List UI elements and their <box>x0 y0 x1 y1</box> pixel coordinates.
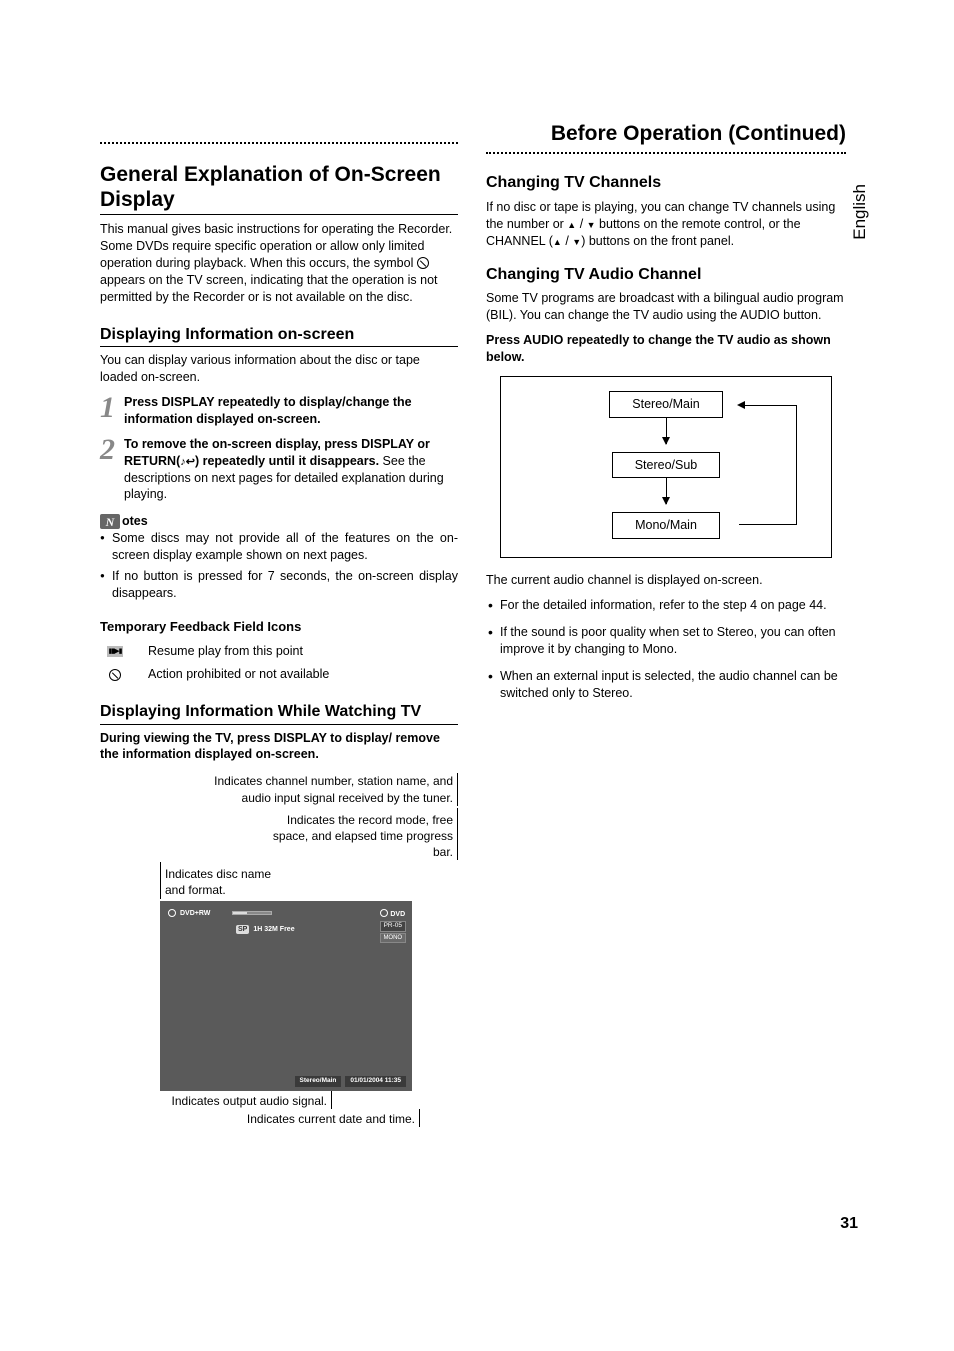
display-tv-title: Displaying Information While Watching TV <box>100 701 458 725</box>
dotted-rule-right <box>486 152 846 154</box>
osd-stereo-badge: Stereo/Main <box>295 1076 342 1087</box>
step-2-number: 2 <box>100 436 118 463</box>
callout-audio: Indicates output audio signal. <box>136 1091 332 1109</box>
notes-label: otes <box>122 513 148 530</box>
flow-arrow-1 <box>666 418 667 444</box>
step2b: ) repeatedly until it disappears. <box>195 454 379 468</box>
step-1-number: 1 <box>100 394 118 421</box>
audio-note-1: For the detailed information, refer to t… <box>486 597 846 614</box>
notes-list: Some discs may not provide all of the fe… <box>100 530 458 602</box>
osd-date-badge: 01/01/2004 11:35 <box>345 1076 406 1087</box>
osd-free: 1H 32M Free <box>253 925 294 934</box>
down-icon <box>587 217 596 231</box>
page-content: General Explanation of On-Screen Display… <box>0 0 954 1187</box>
step-1: 1 Press DISPLAY repeatedly to display/ch… <box>100 394 458 428</box>
return-icon: ♪↩ <box>180 456 195 468</box>
temp-icons-title: Temporary Feedback Field Icons <box>100 618 458 636</box>
intro-paragraph: This manual gives basic instructions for… <box>100 221 458 305</box>
step-2: 2 To remove the on-screen display, press… <box>100 436 458 504</box>
down-icon-2 <box>572 234 581 248</box>
callout-record: Indicates the record mode, free space, a… <box>258 808 458 861</box>
osd-pr: PR-05 <box>380 921 406 932</box>
audio-note-3: When an external input is selected, the … <box>486 668 846 702</box>
audio-note-2: If the sound is poor quality when set to… <box>486 624 846 658</box>
osd-sp: SP <box>236 925 249 934</box>
resume-icon: ▮▮▶▮ <box>107 646 124 657</box>
page-number: 31 <box>840 1215 858 1233</box>
disc-icon-2 <box>380 909 388 917</box>
callout-disc: Indicates disc name and format. <box>160 862 295 898</box>
changing-channels-body: If no disc or tape is playing, you can c… <box>486 199 846 250</box>
resume-text: Resume play from this point <box>148 643 303 660</box>
osd-dvd: DVD <box>390 911 405 918</box>
prohibit-text: Action prohibited or not available <box>148 666 329 683</box>
up-icon <box>567 217 576 231</box>
prohibit-icon <box>417 257 429 269</box>
note-2: If no button is pressed for 7 seconds, t… <box>100 568 458 602</box>
flow-box-3: Mono/Main <box>612 512 720 539</box>
step-2-text: To remove the on-screen display, press D… <box>124 436 458 504</box>
right-column: Before Operation (Continued) Changing TV… <box>486 120 846 1127</box>
audio-flow-diagram: Stereo/Main Stereo/Sub Mono/Main <box>500 376 832 559</box>
osd-format: DVD+RW <box>180 909 210 918</box>
osd-progress-bar <box>232 911 272 915</box>
prohibit-row: Action prohibited or not available <box>100 666 458 683</box>
after-flow-text: The current audio channel is displayed o… <box>486 572 846 589</box>
intro-a: This manual gives basic instructions for… <box>100 222 452 270</box>
prohibit-icon-2 <box>109 669 121 681</box>
notes-header: Notes <box>100 513 458 530</box>
osd-diagram: Indicates channel number, station name, … <box>100 773 458 1127</box>
changing-audio-title: Changing TV Audio Channel <box>486 264 846 286</box>
display-info-body: You can display various information abou… <box>100 352 458 386</box>
display-info-title: Displaying Information on-screen <box>100 324 458 348</box>
intro-b: appears on the TV screen, indicating tha… <box>100 273 438 304</box>
chC: ) buttons on the front panel. <box>581 234 734 248</box>
display-tv-body: During viewing the TV, press DISPLAY to … <box>100 730 458 764</box>
osd-screen: DVD+RW SP 1H 32M Free DVD PR-05 MONO Ste… <box>160 901 412 1091</box>
flow-arrow-2 <box>666 478 667 504</box>
flow-box-1: Stereo/Main <box>609 391 722 418</box>
osd-mono: MONO <box>380 933 406 943</box>
resume-row: ▮▮▶▮ Resume play from this point <box>100 643 458 660</box>
left-column: General Explanation of On-Screen Display… <box>100 120 458 1127</box>
audio-notes-list: For the detailed information, refer to t… <box>486 597 846 701</box>
up-icon-2 <box>553 234 562 248</box>
note-1: Some discs may not provide all of the fe… <box>100 530 458 564</box>
changing-channels-title: Changing TV Channels <box>486 172 846 194</box>
dotted-rule-left <box>100 142 458 144</box>
callout-datetime: Indicates current date and time. <box>136 1109 420 1127</box>
changing-audio-body: Some TV programs are broadcast with a bi… <box>486 290 846 324</box>
disc-icon <box>168 909 176 917</box>
callout-tuner: Indicates channel number, station name, … <box>198 773 458 805</box>
audio-instruction: Press AUDIO repeatedly to change the TV … <box>486 332 846 366</box>
section-title: General Explanation of On-Screen Display <box>100 162 458 215</box>
page-header: Before Operation (Continued) <box>486 120 846 148</box>
notes-icon: N <box>100 514 120 529</box>
language-tab: English <box>850 184 870 240</box>
flow-box-2: Stereo/Sub <box>612 452 721 479</box>
step-1-text: Press DISPLAY repeatedly to display/chan… <box>124 394 458 428</box>
flow-return-arrow <box>796 405 797 526</box>
